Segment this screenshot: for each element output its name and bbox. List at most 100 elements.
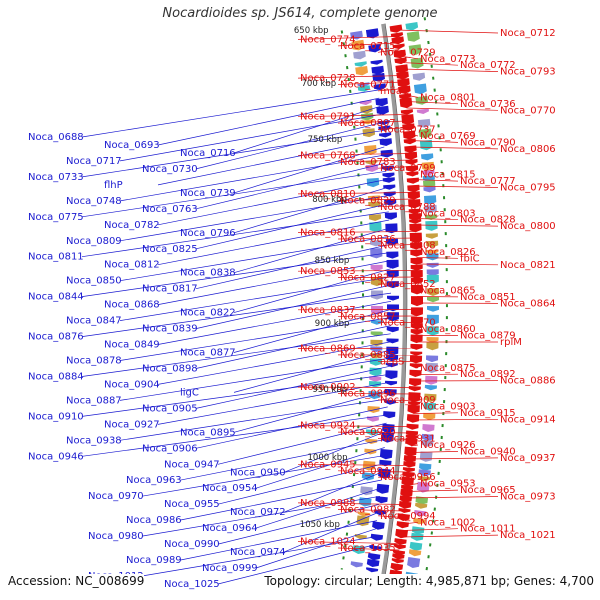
leader-line — [283, 430, 387, 473]
gene-label-right: Noca_0851 — [460, 292, 516, 303]
gene-label-left: Noca_0972 — [230, 507, 286, 518]
leader-line — [119, 235, 390, 282]
gene-label-right: Noca_0768 — [300, 150, 356, 161]
gene-label-left: Noca_0904 — [104, 379, 160, 390]
gene-label-left: Noca_0733 — [28, 172, 84, 183]
gene-feature — [386, 270, 399, 278]
gene-feature — [392, 43, 405, 50]
gene-feature — [426, 274, 439, 284]
gene-label-left: Noca_0825 — [142, 244, 198, 255]
gene-label-right: Noca_0852 — [380, 279, 436, 290]
gene-label-right: Noca_0885 — [340, 350, 396, 361]
gene-label-right: Noca_0771 — [340, 80, 396, 91]
gene-feature — [382, 177, 395, 183]
leader-line — [407, 483, 419, 486]
leader-line — [297, 463, 410, 466]
gene-label-right: Noca_0892 — [460, 369, 516, 380]
gene-label-left: Noca_0693 — [104, 140, 160, 151]
gene-feature — [424, 393, 437, 402]
gene-feature — [354, 534, 367, 540]
gene-feature — [426, 326, 439, 336]
leader-line — [377, 205, 415, 208]
gene-label-left: Noca_0876 — [28, 332, 84, 343]
gene-feature — [392, 553, 405, 560]
gene-feature — [403, 138, 416, 145]
gene-label-right: Noca_0783 — [340, 157, 396, 168]
gene-label-right: Noca_0821 — [500, 260, 556, 271]
gene-label-right: Noca_0772 — [460, 60, 516, 71]
genome-summary: Topology: circular; Length: 4,985,871 bp… — [264, 574, 594, 588]
leader-line — [377, 476, 409, 479]
gene-feature — [408, 401, 421, 406]
gene-feature — [370, 59, 383, 65]
gene-label-left: Noca_0963 — [126, 475, 182, 486]
leader-line — [217, 544, 374, 585]
leader-line — [255, 528, 377, 569]
gene-feature — [402, 130, 416, 140]
gene-label-right: Noca_0982 — [340, 504, 396, 515]
gene-label-right: Noca_0769 — [420, 131, 476, 142]
gene-label-right: Noca_0837 — [300, 305, 356, 316]
gene-feature — [354, 61, 367, 67]
gene-feature — [408, 549, 422, 557]
scale-label: 900 kbp — [315, 319, 350, 329]
gene-label-right: Noca_0729 — [380, 47, 436, 58]
gene-label-left: Noca_0898 — [142, 364, 198, 375]
leader-line — [406, 489, 459, 492]
gene-feature — [366, 558, 380, 567]
gene-label-right: Noca_0879 — [460, 331, 516, 342]
gene-label-left: Noca_0906 — [142, 443, 198, 454]
gene-feature — [398, 508, 411, 513]
gene-label-right: Noca_0810 — [300, 189, 356, 200]
leader-line — [157, 219, 390, 266]
gene-feature — [370, 248, 383, 259]
gene-label-left: Noca_0717 — [66, 156, 122, 167]
gene-feature — [425, 375, 438, 385]
gene-feature — [402, 471, 415, 478]
gene-feature — [379, 132, 392, 138]
gene-feature — [368, 214, 382, 221]
gene-feature — [423, 412, 436, 420]
leader-line — [157, 260, 391, 305]
gene-label-right: Noca_0829 — [340, 195, 396, 206]
leader-line — [297, 153, 411, 156]
gene-label-right: Noca_0903 — [420, 401, 476, 412]
leader-line — [179, 520, 378, 561]
gene-feature — [404, 151, 418, 160]
leader-line — [81, 252, 391, 297]
gene-label-left: Noca_0927 — [104, 419, 160, 430]
gene-feature — [410, 277, 423, 284]
gene-label-left: Noca_0817 — [142, 284, 198, 295]
gene-label-left: Noca_0844 — [28, 292, 84, 303]
gene-label-left: Noca_0739 — [180, 188, 236, 199]
gene-label-right: Noca_0737 — [380, 125, 436, 136]
gene-label-left: Noca_0986 — [126, 515, 182, 526]
gene-feature — [384, 212, 397, 220]
gene-feature — [365, 164, 379, 172]
gene-feature — [378, 468, 391, 479]
leader-line — [400, 534, 499, 538]
gene-feature — [359, 100, 372, 105]
gene-feature — [410, 351, 423, 356]
gene-label-right: Noca_0773 — [420, 54, 476, 65]
leader-line — [415, 218, 459, 221]
leader-line — [401, 528, 459, 531]
leader-line — [337, 509, 405, 512]
gene-feature — [383, 184, 396, 190]
leader-line — [337, 470, 409, 473]
leader-line — [81, 170, 387, 218]
gene-feature — [381, 165, 394, 171]
leader-line — [157, 138, 384, 186]
gene-feature — [426, 262, 439, 268]
gene-label-right: Noca_0931 — [380, 434, 436, 445]
leader-line — [283, 512, 379, 553]
gene-label-right: Noca_0800 — [500, 221, 556, 232]
gene-label-left: Noca_0989 — [126, 555, 182, 566]
gene-label-right: Noca_0973 — [500, 492, 556, 503]
gene-feature — [411, 296, 423, 307]
gene-label-right: Noca_0988 — [300, 498, 356, 509]
gene-feature — [425, 233, 438, 239]
gene-feature — [366, 416, 379, 422]
gene-label-left: Noca_0974 — [230, 547, 286, 558]
